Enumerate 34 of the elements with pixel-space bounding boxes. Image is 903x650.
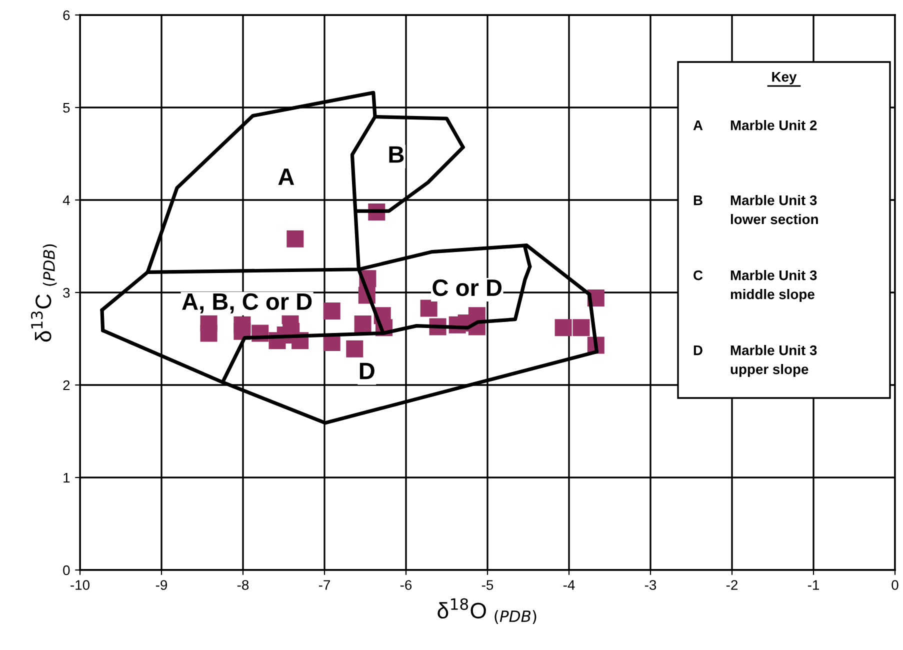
x-tick-label: -8: [237, 580, 249, 590]
y-tick-label: 2: [63, 380, 70, 390]
annotation: Key: [772, 72, 797, 84]
x-tick-label: 0: [892, 580, 898, 590]
x-tick-label: -1: [808, 580, 819, 590]
x-tick-label: -4: [563, 580, 575, 590]
annotation: D: [360, 362, 374, 380]
annotation: Marble Unit 3 lower section: [730, 195, 818, 224]
y-tick-label: 3: [63, 288, 70, 298]
annotation: D: [694, 346, 702, 356]
annotation: B: [389, 146, 404, 163]
y-tick-label: 5: [63, 102, 70, 113]
x-tick-label: -10: [70, 580, 90, 590]
y-axis-title: δ$^{13}$C $_{(PDB)}$: [31, 244, 57, 342]
annotation: B: [694, 196, 702, 206]
annotation: Marble Unit 3 middle slope: [730, 270, 817, 302]
annotation: Marble Unit 2: [730, 120, 817, 130]
x-tick-label: -7: [318, 580, 330, 590]
y-tick-label: 4: [62, 195, 70, 206]
y-tick-label: 6: [63, 10, 70, 20]
y-tick-label: 0: [63, 565, 70, 576]
annotation: A: [278, 168, 294, 185]
x-tick-label: -2: [726, 580, 738, 590]
x-tick-label: -9: [156, 580, 168, 590]
x-tick-label: -5: [482, 580, 494, 590]
annotation: C or D: [432, 279, 502, 296]
annotation: Marble Unit 3 upper slope: [730, 345, 817, 377]
y-tick-label: 1: [64, 472, 70, 483]
annotation: A: [693, 120, 703, 130]
annotation: C: [694, 270, 703, 280]
x-tick-label: -3: [644, 580, 656, 590]
x-axis-title: δ$^{18}$O $_{(PDB)}$: [438, 598, 536, 624]
annotation: A, B, C or D: [182, 293, 312, 314]
x-tick-label: -6: [400, 580, 412, 590]
